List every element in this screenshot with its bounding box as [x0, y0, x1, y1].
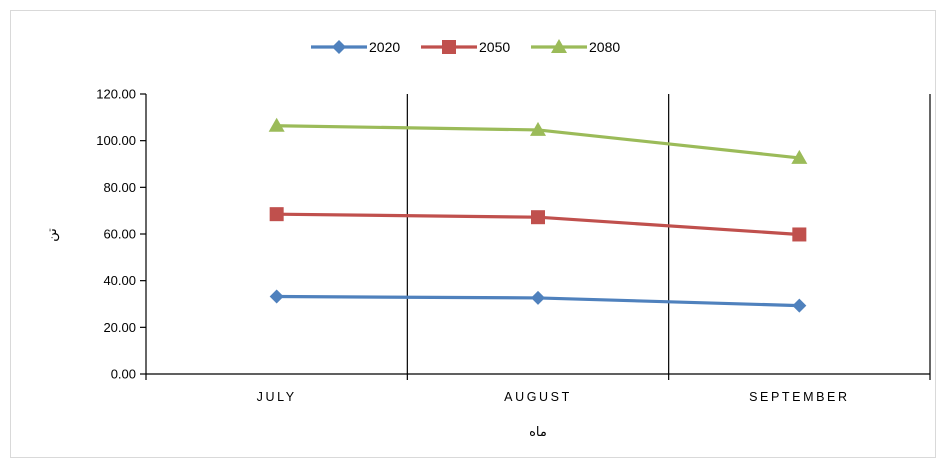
y-tick-label: 40.00	[103, 273, 136, 288]
y-tick-label: 80.00	[103, 180, 136, 195]
series-2050	[269, 207, 807, 242]
legend-item: 2020	[311, 39, 400, 55]
y-tick-label: 0.00	[111, 367, 136, 382]
x-tick-label: AUGUST	[504, 390, 572, 404]
series-2020	[269, 289, 807, 313]
data-point-marker	[530, 121, 546, 136]
x-tick-label: JULY	[257, 390, 297, 404]
data-point-marker	[269, 207, 284, 222]
series-group	[268, 117, 808, 313]
y-tick-label: 120.00	[96, 87, 136, 102]
line-chart: 2020 2050 2080 0.00 20.00 40.00 60.00 80.00 100…	[45, 39, 931, 440]
legend: 2020 2050 2080	[311, 39, 620, 55]
y-tick-label: 60.00	[103, 227, 136, 242]
legend-label: 2050	[479, 39, 510, 55]
series-2080	[268, 117, 808, 164]
legend-label: 2020	[369, 39, 400, 55]
legend-label: 2080	[589, 39, 620, 55]
legend-marker	[442, 40, 456, 54]
y-tick-label: 20.00	[103, 320, 136, 335]
y-axis-title: تن	[45, 228, 60, 242]
legend-marker	[332, 40, 346, 54]
legend-item: 2050	[421, 39, 510, 55]
data-point-marker	[792, 298, 807, 313]
x-tick-label: SEPTEMBER	[749, 390, 850, 404]
chart-frame: 2020 2050 2080 0.00 20.00 40.00 60.00 80.00 100…	[10, 10, 936, 458]
data-point-marker	[791, 149, 808, 164]
data-point-marker	[531, 210, 545, 225]
axes: 0.00 20.00 40.00 60.00 80.00 100.00 120.00 JULY…	[96, 87, 931, 404]
data-point-marker	[792, 227, 807, 242]
legend-marker	[551, 39, 567, 53]
legend-item: 2080	[531, 39, 620, 55]
data-point-marker	[269, 289, 284, 304]
data-point-marker	[531, 290, 545, 305]
y-tick-label: 100.00	[96, 133, 136, 148]
grid	[406, 94, 931, 374]
x-axis-title: ماه	[529, 425, 547, 440]
data-point-marker	[268, 117, 285, 132]
